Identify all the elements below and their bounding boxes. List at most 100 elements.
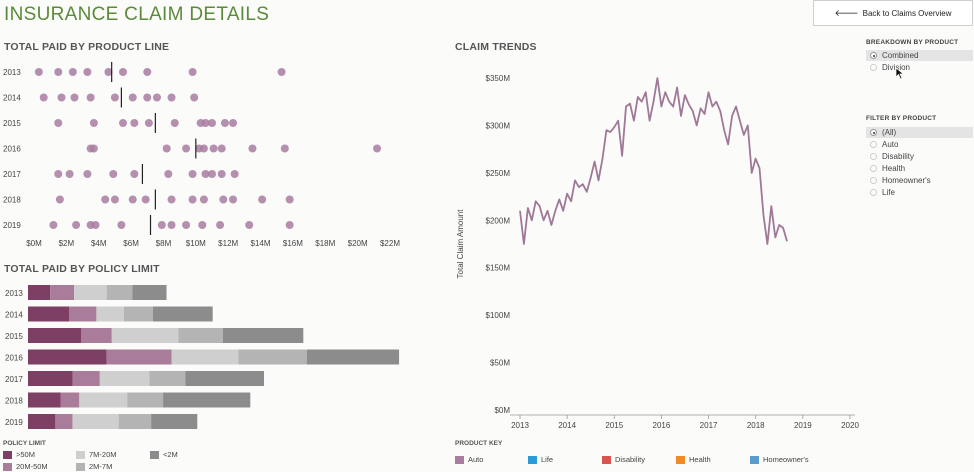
filter-option-homeowners[interactable]: Homeowner's (866, 175, 973, 186)
claim-dot (373, 144, 382, 153)
mouse-cursor-icon (895, 67, 905, 80)
radio-button[interactable] (870, 189, 877, 196)
claim-dot (83, 68, 92, 76)
option-label: Life (882, 188, 895, 197)
claim-dot (217, 170, 226, 178)
product-key-item: Disability (602, 455, 645, 464)
legend-swatch (750, 455, 759, 464)
filter-option-all[interactable]: (All) (866, 127, 973, 138)
bar-segment (111, 328, 179, 343)
legend-swatch (528, 455, 537, 464)
claim-dot (199, 195, 208, 204)
legend-item: 7M-20M (76, 450, 117, 459)
x-tick-label: 2018 (747, 421, 765, 430)
x-tick-label: $16M (283, 239, 303, 248)
claim-dot (230, 170, 239, 178)
year-label: 2019 (5, 418, 23, 427)
policy-limit-title: TOTAL PAID BY POLICY LIMIT (4, 263, 160, 275)
claim-dot (182, 221, 191, 229)
claim-dot (208, 170, 216, 178)
claim-dot (170, 119, 179, 127)
legend-label: 2M-7M (89, 462, 113, 471)
legend-label: <2M (163, 450, 178, 459)
legend-item: <2M (150, 450, 178, 459)
claim-dot (57, 93, 66, 102)
x-tick-label: $8M (156, 239, 172, 248)
claim-dot (285, 195, 294, 204)
legend-label: >50M (16, 450, 35, 459)
radio-button[interactable] (870, 52, 877, 59)
claim-dot (190, 93, 199, 102)
bar-segment (99, 371, 150, 386)
claim-dot (49, 221, 58, 229)
claim-dot (188, 68, 197, 76)
claim-dot (217, 144, 226, 153)
bar-segment (171, 349, 239, 365)
claim-dot (110, 93, 119, 102)
radio-button[interactable] (870, 165, 877, 172)
claim-dot (209, 144, 218, 153)
bar-segment (28, 371, 73, 386)
radio-button[interactable] (870, 153, 877, 160)
filter-option-disability[interactable]: Disability (866, 151, 973, 162)
x-tick-label: 2019 (794, 421, 812, 430)
claim-dot (89, 144, 98, 153)
bar-segment (28, 306, 70, 322)
claim-dot (128, 93, 137, 102)
x-tick-label: 2013 (511, 421, 529, 430)
bar-segment (306, 349, 400, 365)
year-label: 2017 (3, 170, 21, 179)
year-label: 2018 (5, 397, 23, 406)
year-label: 2018 (3, 196, 21, 205)
x-tick-label: $2M (59, 239, 75, 248)
claim-dot (201, 119, 210, 127)
bar-segment (50, 285, 75, 300)
y-tick-label: $250M (486, 169, 511, 178)
claim-dot (201, 170, 210, 178)
breakdown-option-division[interactable]: Division (866, 62, 973, 73)
claim-dot (248, 144, 257, 153)
y-tick-label: $100M (486, 311, 511, 320)
x-tick-label: $20M (348, 239, 368, 248)
legend-label: Health (689, 455, 711, 464)
claim-dot (89, 119, 98, 127)
claim-dot (141, 195, 150, 204)
bar-segment (96, 306, 124, 322)
bar-segment (118, 414, 152, 429)
legend-label: Auto (468, 455, 484, 464)
product-line-scatter-chart: 2013 2014 2015 2016 2017 2018 2019 $0M $2M $4M $6M… (3, 62, 400, 248)
radio-button[interactable] (870, 64, 877, 71)
radio-button[interactable] (870, 177, 877, 184)
legend-item: 2M-7M (76, 462, 112, 471)
x-tick-label: 2020 (841, 421, 859, 430)
y-tick-label: $50M (490, 359, 510, 368)
radio-button[interactable] (870, 141, 877, 148)
claim-dot (229, 119, 238, 127)
filter-option-life[interactable]: Life (866, 187, 973, 198)
claim-dot (285, 221, 294, 229)
option-label: Homeowner's (882, 176, 931, 185)
claim-dot (68, 68, 77, 76)
back-to-claims-overview-button[interactable]: 🡐 Back to Claims Overview (813, 0, 973, 26)
bar-segment (81, 328, 112, 343)
option-label: Auto (882, 140, 899, 149)
bar-segment (106, 285, 133, 300)
bar-segment (152, 306, 213, 322)
claim-dot (167, 221, 176, 229)
legend-swatch (676, 455, 685, 464)
filter-option-health[interactable]: Health (866, 163, 973, 174)
claim-dot (144, 119, 153, 127)
claim-dot (104, 68, 113, 76)
claim-dot (109, 170, 118, 178)
y-axis-label: Total Claim Amount (456, 209, 465, 279)
bar-segment (127, 392, 164, 408)
year-label: 2015 (3, 119, 21, 128)
claim-dot (198, 221, 207, 229)
claim-dot (167, 93, 176, 102)
claim-dot (110, 195, 119, 204)
bar-segment (151, 414, 198, 429)
bar-segment (123, 306, 153, 322)
breakdown-option-combined[interactable]: Combined (866, 50, 973, 61)
radio-button[interactable] (870, 129, 877, 136)
filter-option-auto[interactable]: Auto (866, 139, 973, 150)
